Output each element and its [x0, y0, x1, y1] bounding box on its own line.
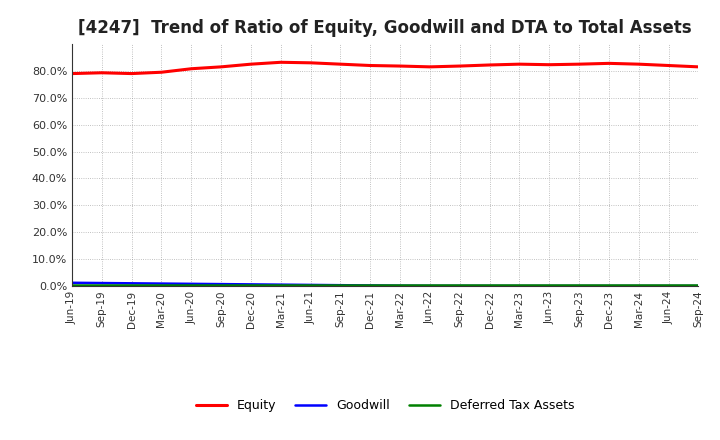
Goodwill	[187, 281, 196, 286]
Deferred Tax Assets	[127, 282, 136, 288]
Title: [4247]  Trend of Ratio of Equity, Goodwill and DTA to Total Assets: [4247] Trend of Ratio of Equity, Goodwil…	[78, 19, 692, 37]
Deferred Tax Assets	[575, 282, 583, 288]
Equity	[187, 66, 196, 71]
Goodwill	[456, 283, 464, 289]
Deferred Tax Assets	[605, 282, 613, 288]
Deferred Tax Assets	[456, 282, 464, 288]
Goodwill	[157, 281, 166, 286]
Goodwill	[127, 281, 136, 286]
Legend: Equity, Goodwill, Deferred Tax Assets: Equity, Goodwill, Deferred Tax Assets	[191, 394, 580, 417]
Deferred Tax Assets	[515, 282, 523, 288]
Goodwill	[336, 282, 345, 288]
Equity	[515, 62, 523, 67]
Goodwill	[306, 282, 315, 288]
Equity	[68, 71, 76, 76]
Deferred Tax Assets	[217, 282, 225, 288]
Goodwill	[426, 283, 434, 289]
Deferred Tax Assets	[694, 282, 703, 288]
Goodwill	[485, 283, 494, 289]
Goodwill	[605, 283, 613, 289]
Goodwill	[97, 280, 106, 286]
Equity	[665, 63, 673, 68]
Equity	[694, 64, 703, 70]
Line: Equity: Equity	[72, 62, 698, 73]
Goodwill	[396, 283, 405, 288]
Deferred Tax Assets	[276, 282, 285, 288]
Line: Goodwill: Goodwill	[72, 283, 698, 286]
Equity	[366, 63, 374, 68]
Goodwill	[634, 283, 643, 289]
Deferred Tax Assets	[157, 282, 166, 288]
Equity	[97, 70, 106, 75]
Deferred Tax Assets	[545, 282, 554, 288]
Goodwill	[545, 283, 554, 289]
Deferred Tax Assets	[306, 282, 315, 288]
Deferred Tax Assets	[396, 282, 405, 288]
Goodwill	[68, 280, 76, 286]
Equity	[575, 62, 583, 67]
Equity	[217, 64, 225, 70]
Deferred Tax Assets	[187, 282, 196, 288]
Equity	[306, 60, 315, 66]
Goodwill	[665, 283, 673, 289]
Equity	[485, 62, 494, 68]
Goodwill	[247, 282, 256, 287]
Equity	[127, 71, 136, 76]
Goodwill	[276, 282, 285, 287]
Deferred Tax Assets	[485, 282, 494, 288]
Deferred Tax Assets	[97, 282, 106, 288]
Equity	[247, 62, 256, 67]
Equity	[426, 64, 434, 70]
Equity	[336, 62, 345, 67]
Equity	[634, 62, 643, 67]
Equity	[396, 63, 405, 69]
Equity	[545, 62, 554, 67]
Deferred Tax Assets	[634, 282, 643, 288]
Goodwill	[694, 283, 703, 289]
Goodwill	[515, 283, 523, 289]
Deferred Tax Assets	[366, 282, 374, 288]
Equity	[605, 61, 613, 66]
Deferred Tax Assets	[665, 282, 673, 288]
Equity	[276, 60, 285, 65]
Goodwill	[575, 283, 583, 289]
Deferred Tax Assets	[426, 282, 434, 288]
Deferred Tax Assets	[247, 282, 256, 288]
Deferred Tax Assets	[336, 282, 345, 288]
Goodwill	[366, 283, 374, 288]
Goodwill	[217, 282, 225, 287]
Equity	[157, 70, 166, 75]
Equity	[456, 63, 464, 69]
Deferred Tax Assets	[68, 282, 76, 288]
